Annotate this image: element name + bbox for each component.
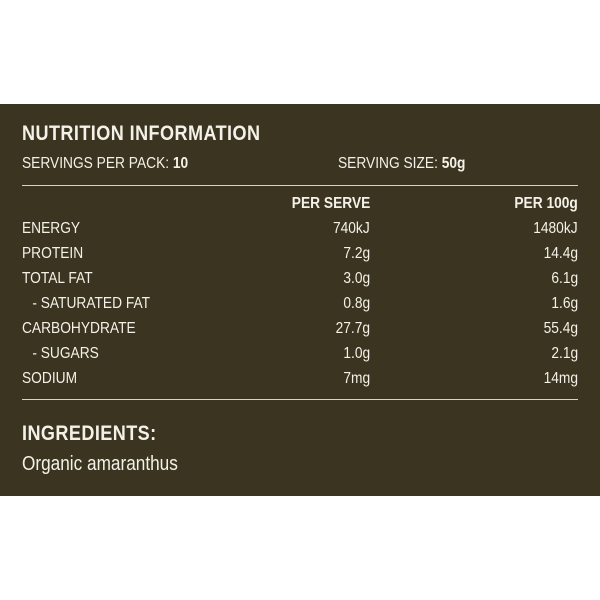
- column-header-row: PER SERVE PER 100g: [22, 195, 578, 219]
- column-header-per-100g: PER 100g: [514, 195, 578, 212]
- nutrient-per-100g: 1480kJ: [533, 220, 578, 237]
- nutrient-label: TOTAL FAT: [22, 270, 93, 287]
- servings-per-pack: SERVINGS PER PACK: 10: [22, 155, 188, 173]
- divider-bottom: [22, 399, 578, 400]
- ingredients-title: INGREDIENTS:: [22, 422, 157, 445]
- nutrient-per-100g: 14.4g: [543, 245, 578, 262]
- nutrient-label: CARBOHYDRATE: [22, 320, 136, 337]
- nutrient-per-100g: 6.1g: [551, 270, 578, 287]
- serving-size-value: 50g: [441, 155, 466, 172]
- nutrient-per-serve: 1.0g: [343, 345, 370, 362]
- nutrient-per-100g: 14mg: [543, 370, 578, 387]
- servings-per-pack-value: 10: [172, 155, 189, 172]
- nutrient-row-total-fat: TOTAL FAT 3.0g 6.1g: [22, 270, 578, 294]
- nutrient-label: - SUGARS: [32, 345, 99, 362]
- nutrient-row-carbohydrate: CARBOHYDRATE 27.7g 55.4g: [22, 320, 578, 344]
- servings-row: SERVINGS PER PACK: 10 SERVING SIZE: 50g: [22, 155, 578, 177]
- divider-top: [22, 185, 578, 186]
- nutrient-row-sugars: - SUGARS 1.0g 2.1g: [22, 345, 578, 369]
- nutrient-label: PROTEIN: [22, 245, 84, 262]
- nutrient-row-protein: PROTEIN 7.2g 14.4g: [22, 245, 578, 269]
- servings-per-pack-label: SERVINGS PER PACK:: [22, 155, 170, 172]
- column-header-per-serve: PER SERVE: [291, 195, 370, 212]
- nutrient-per-serve: 3.0g: [343, 270, 370, 287]
- nutrition-panel: NUTRITION INFORMATION SERVINGS PER PACK:…: [0, 104, 600, 496]
- nutrient-row-energy: ENERGY 740kJ 1480kJ: [22, 220, 578, 244]
- nutrient-row-saturated-fat: - SATURATED FAT 0.8g 1.6g: [22, 295, 578, 319]
- nutrient-per-serve: 740kJ: [333, 220, 370, 237]
- nutrition-title: NUTRITION INFORMATION: [22, 122, 261, 145]
- nutrient-label: - SATURATED FAT: [32, 295, 151, 312]
- nutrient-per-100g: 1.6g: [551, 295, 578, 312]
- serving-size-label: SERVING SIZE:: [338, 155, 438, 172]
- nutrient-per-serve: 0.8g: [343, 295, 370, 312]
- nutrient-per-serve: 27.7g: [335, 320, 370, 337]
- nutrient-per-serve: 7mg: [343, 370, 370, 387]
- nutrient-per-100g: 2.1g: [551, 345, 578, 362]
- serving-size: SERVING SIZE: 50g: [338, 155, 465, 173]
- nutrient-label: SODIUM: [22, 370, 78, 387]
- nutrient-label: ENERGY: [22, 220, 81, 237]
- ingredients-text: Organic amaranthus: [22, 453, 178, 475]
- nutrient-per-serve: 7.2g: [343, 245, 370, 262]
- nutrient-row-sodium: SODIUM 7mg 14mg: [22, 370, 578, 394]
- nutrient-per-100g: 55.4g: [543, 320, 578, 337]
